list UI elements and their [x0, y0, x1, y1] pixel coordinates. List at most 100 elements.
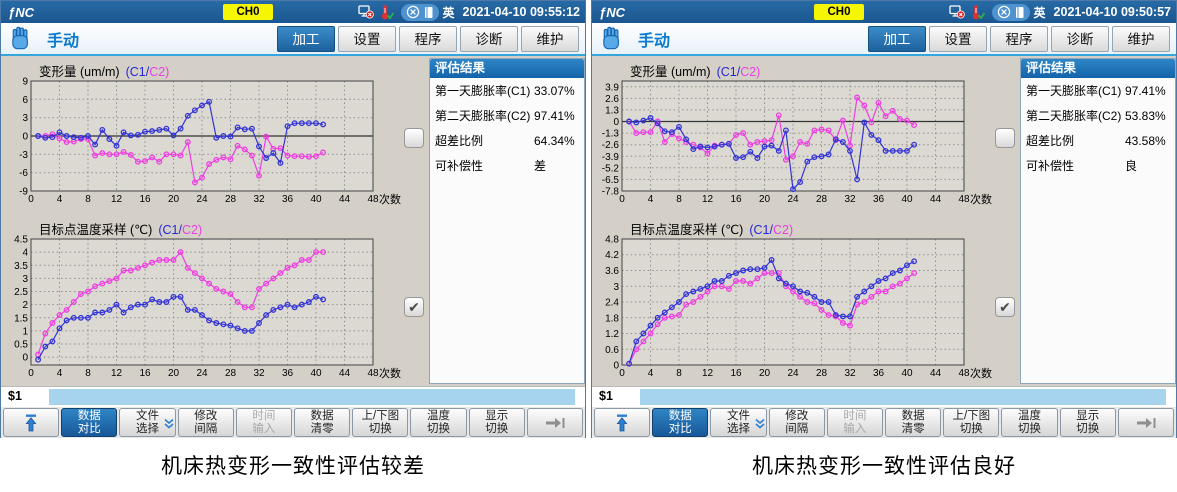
tab-settings[interactable]: 设置 — [929, 25, 987, 52]
softkey-display-switch[interactable]: 显示 切换 — [468, 408, 525, 437]
command-prompt-row: $1 — [1, 386, 585, 407]
svg-text:-2.6: -2.6 — [602, 140, 620, 151]
svg-text:9: 9 — [22, 77, 28, 88]
svg-text:44: 44 — [339, 368, 351, 379]
manual-hand-icon — [600, 26, 624, 51]
svg-text:0: 0 — [613, 117, 619, 128]
tab-program[interactable]: 程序 — [990, 25, 1048, 52]
deformation-chart: 0 4 8 12 16 20 24 28 32 36 40 44 48 3.9 2.6 1.3 0 -1.3 -2.… — [594, 76, 996, 211]
ime-indicator — [400, 3, 439, 21]
svg-text:12: 12 — [702, 194, 714, 205]
main-tabs: 加工 设置 程序 诊断 维护 — [868, 25, 1170, 52]
next-page-icon — [545, 417, 565, 428]
language-indicator[interactable]: 英 — [442, 5, 455, 20]
brand-logo: ƒNC — [8, 4, 35, 20]
svg-text:次数: 次数 — [379, 192, 401, 206]
svg-text:12: 12 — [702, 368, 714, 379]
chart-area: 变形量 (um/m) (C1/C2) 0 4 8 12 16 20 24 28 32 36 40 44 4… — [1, 56, 585, 386]
softkey-data-compare[interactable]: 数据 对比 — [61, 408, 118, 437]
svg-text:40: 40 — [310, 368, 322, 379]
chevron-down-icon — [164, 418, 174, 433]
eval-row-compensability: 可补偿性差 — [435, 159, 547, 173]
svg-text:次数: 次数 — [970, 366, 992, 380]
svg-text:4.2: 4.2 — [605, 250, 619, 261]
mode-label: 手动 — [638, 32, 671, 50]
softkey-temperature-switch[interactable]: 温度 切换 — [410, 408, 467, 437]
channel-badge: CH0 — [223, 4, 273, 20]
prompt-input[interactable] — [49, 389, 575, 405]
softkey-data-clear[interactable]: 数据 清零 — [294, 408, 351, 437]
tab-maintenance[interactable]: 维护 — [1112, 25, 1170, 52]
tab-diagnosis[interactable]: 诊断 — [1051, 25, 1109, 52]
softkey-data-compare[interactable]: 数据 对比 — [652, 408, 709, 437]
softkey-modify-interval[interactable]: 修改 间隔 — [768, 408, 825, 437]
svg-text:3.9: 3.9 — [605, 82, 619, 93]
svg-text:12: 12 — [111, 368, 123, 379]
ime-indicator — [991, 3, 1030, 21]
datetime: 2021-04-10 09:50:57 — [1053, 5, 1171, 19]
svg-text:32: 32 — [844, 194, 856, 205]
evaluation-title: 评估结果 — [1021, 59, 1175, 78]
eval-row-compensability: 可补偿性良 — [1026, 159, 1138, 173]
softkey-modify-interval[interactable]: 修改 间隔 — [177, 408, 234, 437]
svg-text:48: 48 — [958, 368, 970, 379]
tab-machining[interactable]: 加工 — [868, 25, 926, 52]
svg-text:44: 44 — [339, 194, 351, 205]
svg-text:0: 0 — [22, 132, 28, 143]
bottom-chart-checkbox[interactable] — [404, 297, 424, 317]
svg-text:0.6: 0.6 — [605, 345, 619, 356]
tab-settings[interactable]: 设置 — [338, 25, 396, 52]
svg-text:-3: -3 — [19, 150, 28, 161]
temperature-chart: 0 4 8 12 16 20 24 28 32 36 40 44 48 4.8 4.2 3.6 3 2.4 1.8 1… — [594, 234, 996, 385]
svg-text:48: 48 — [958, 194, 970, 205]
top-chart-checkbox[interactable] — [995, 128, 1015, 148]
svg-text:32: 32 — [253, 368, 265, 379]
svg-text:4: 4 — [57, 368, 63, 379]
svg-text:-5.2: -5.2 — [602, 163, 620, 174]
softkey-file-select[interactable]: 文件 选择 — [119, 408, 176, 437]
softkey-updown-chart-switch[interactable]: 上/下图 切换 — [352, 408, 409, 437]
eval-row-day2: 第二天膨胀率(C2) 53.83% — [1026, 108, 1166, 124]
prompt-input[interactable] — [640, 389, 1166, 405]
cnc-screen-poor: ƒNC CH0 英 2021-04-10 09:55:12 手动 加工 — [0, 0, 586, 438]
softkey-next[interactable] — [526, 408, 584, 437]
tab-maintenance[interactable]: 维护 — [521, 25, 579, 52]
softkey-file-select[interactable]: 文件 选择 — [710, 408, 767, 437]
softkey-next[interactable] — [1117, 408, 1175, 437]
svg-text:16: 16 — [139, 368, 151, 379]
svg-text:-7.8: -7.8 — [602, 187, 620, 198]
return-up-icon — [25, 414, 37, 431]
svg-text:24: 24 — [196, 368, 208, 379]
prompt-label: $1 — [599, 389, 613, 403]
softkey-display-switch[interactable]: 显示 切换 — [1059, 408, 1116, 437]
datetime: 2021-04-10 09:55:12 — [462, 5, 580, 19]
network-status-icon — [948, 5, 965, 19]
svg-text:20: 20 — [168, 194, 180, 205]
svg-text:次数: 次数 — [970, 192, 992, 206]
svg-text:24: 24 — [196, 194, 208, 205]
top-chart-checkbox[interactable] — [404, 128, 424, 148]
evaluation-panel: 评估结果 第一天膨胀率(C1) 97.41% 第二天膨胀率(C2) 53.83% 超… — [1020, 58, 1176, 384]
close-icon — [997, 5, 1010, 19]
softkey-temperature-switch[interactable]: 温度 切换 — [1001, 408, 1058, 437]
svg-text:4.5: 4.5 — [14, 235, 28, 246]
softkey-return[interactable] — [3, 408, 60, 437]
return-up-icon — [616, 414, 628, 431]
svg-text:2.4: 2.4 — [605, 298, 619, 309]
temperature-chart: 0 4 8 12 16 20 24 28 32 36 40 44 48 4.5 4 3.5 3 2.5 2 1.5 1 0… — [3, 234, 405, 385]
cnc-screen-good: ƒNC CH0 英 2021-04-10 09:50:57 手动 加工 — [591, 0, 1177, 438]
tab-program[interactable]: 程序 — [399, 25, 457, 52]
svg-text:0: 0 — [28, 194, 34, 205]
tab-diagnosis[interactable]: 诊断 — [460, 25, 518, 52]
language-indicator[interactable]: 英 — [1033, 5, 1046, 20]
brand-logo: ƒNC — [599, 4, 626, 20]
svg-text:40: 40 — [901, 368, 913, 379]
svg-text:4.8: 4.8 — [605, 235, 619, 246]
softkey-return[interactable] — [594, 408, 651, 437]
softkey-data-clear[interactable]: 数据 清零 — [885, 408, 942, 437]
caption-poor: 机床热变形一致性评估较差 — [161, 455, 425, 478]
svg-text:-3.9: -3.9 — [602, 152, 620, 163]
tab-machining[interactable]: 加工 — [277, 25, 335, 52]
bottom-chart-checkbox[interactable] — [995, 297, 1015, 317]
softkey-updown-chart-switch[interactable]: 上/下图 切换 — [943, 408, 1000, 437]
